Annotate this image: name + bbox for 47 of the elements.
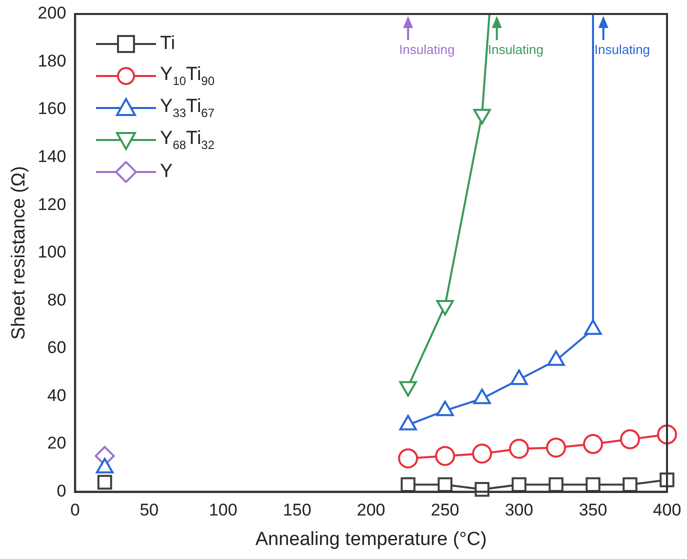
- x-tick-label: 200: [356, 500, 386, 520]
- legend-label: Ti: [160, 33, 176, 55]
- annotation: Insulating: [488, 42, 544, 58]
- x-tick-label: 300: [504, 500, 534, 520]
- point: [97, 474, 112, 490]
- point: [474, 482, 490, 497]
- point: [398, 448, 418, 468]
- legend-label: Y$_{33}$Ti$_{67}$: [160, 96, 215, 120]
- y-tick-label: 100: [38, 242, 66, 262]
- y-tick-label: 60: [47, 338, 66, 358]
- x-tick-label: 350: [578, 500, 608, 520]
- y-axis-title: Sheet resistance (Ω): [8, 166, 30, 340]
- point: [509, 438, 530, 459]
- point: [438, 477, 452, 492]
- y-tick-label: 200: [38, 4, 66, 23]
- point: [436, 300, 454, 316]
- legend-label: Y$_{68}$Ti$_{32}$: [160, 128, 215, 152]
- annotation: Insulating: [594, 42, 650, 58]
- point: [583, 434, 604, 454]
- y-tick-label: 140: [38, 147, 66, 166]
- point: [512, 477, 526, 492]
- x-tick-label: 0: [70, 500, 80, 520]
- x-tick-label: 150: [282, 500, 312, 520]
- point: [546, 438, 566, 458]
- x-tick-label: 250: [430, 500, 460, 520]
- y-tick-label: 80: [47, 290, 66, 310]
- x-tick-label: 100: [208, 500, 238, 520]
- point: [622, 477, 638, 492]
- annotation: Insulating: [399, 42, 455, 58]
- point: [400, 477, 416, 492]
- legend-label: Y$_{10}$Ti$_{90}$: [160, 64, 215, 88]
- point: [586, 477, 600, 492]
- point: [472, 444, 492, 464]
- point: [548, 477, 564, 492]
- x-tick-label: 50: [140, 500, 159, 520]
- y-tick-label: 20: [47, 434, 66, 453]
- y-tick-label: 120: [38, 194, 66, 214]
- point: [473, 108, 491, 124]
- point: [620, 429, 640, 450]
- point: [435, 446, 456, 466]
- y-tick-label: 180: [38, 51, 66, 70]
- legend-label: Y: [160, 161, 173, 183]
- y-tick-label: 160: [38, 99, 66, 118]
- y-tick-label: 40: [47, 386, 66, 405]
- x-tick-label: 400: [652, 500, 682, 520]
- y-tick-label: 0: [56, 481, 66, 500]
- x-axis-title: Annealing temperature (°C): [255, 528, 487, 550]
